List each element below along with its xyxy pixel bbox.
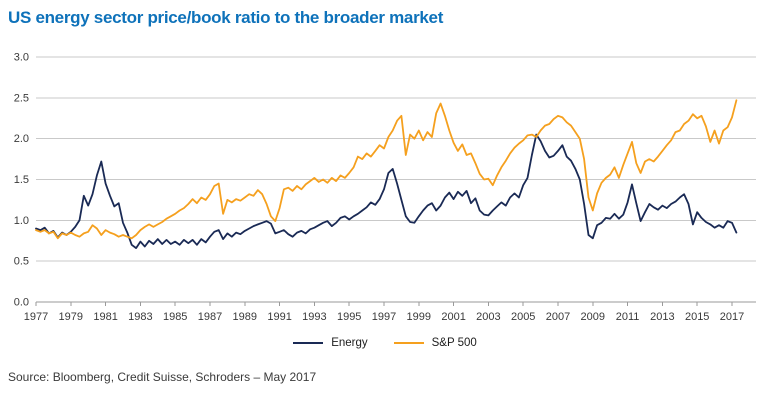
x-tick-label: 2001 [441, 311, 465, 323]
y-tick-label: 1.5 [14, 174, 29, 186]
legend-item-energy: Energy [293, 337, 368, 349]
y-tick-label: 3.0 [14, 52, 29, 64]
x-tick-label: 2011 [616, 311, 640, 323]
x-axis-ticks-and-labels: 1977 1979 1981 1983 1985 1987 1989 1991 1993 1995… [24, 302, 744, 323]
x-tick-label: 1981 [93, 311, 117, 323]
chart-title: US energy sector price/book ratio to the… [8, 8, 444, 27]
y-axis-labels: 0.0 0.5 1.0 1.5 2.0 2.5 3.0 [14, 52, 29, 309]
y-tick-label: 0.5 [14, 256, 29, 268]
x-tick-label: 1999 [407, 311, 431, 323]
y-tick-label: 1.0 [14, 215, 29, 227]
energy-series-line [35, 133, 738, 250]
y-tick-label: 0.0 [14, 297, 29, 309]
source-caption: Source: Bloomberg, Credit Suisse, Schrod… [8, 370, 317, 384]
x-tick-label: 1991 [267, 311, 291, 323]
x-tick-label: 2005 [511, 311, 535, 323]
x-tick-label: 2017 [720, 311, 744, 323]
x-tick-label: 1987 [198, 311, 222, 323]
x-tick-label: 1997 [372, 311, 396, 323]
sp500-line-swatch [393, 341, 424, 345]
x-tick-label: 1985 [163, 311, 187, 323]
legend-label-sp500: S&P 500 [431, 337, 477, 349]
x-tick-label: 1979 [59, 311, 83, 323]
legend-item-sp500: S&P 500 [393, 337, 477, 349]
x-tick-label: 2015 [685, 311, 709, 323]
chart-legend: Energy S&P 500 [0, 335, 770, 351]
x-tick-label: 2009 [581, 311, 605, 323]
x-tick-label: 1977 [24, 311, 48, 323]
x-tick-label: 1983 [128, 311, 152, 323]
legend-label-energy: Energy [331, 337, 368, 349]
x-tick-label: 1993 [302, 311, 326, 323]
energy-line-swatch [293, 341, 324, 345]
x-tick-label: 2007 [546, 311, 570, 323]
x-tick-label: 1995 [337, 311, 361, 323]
y-tick-label: 2.5 [14, 92, 29, 104]
x-tick-label: 2003 [476, 311, 500, 323]
x-tick-label: 1989 [233, 311, 257, 323]
sp500-series-line [35, 99, 738, 240]
x-tick-label: 2013 [650, 311, 674, 323]
y-tick-label: 2.0 [14, 133, 29, 145]
